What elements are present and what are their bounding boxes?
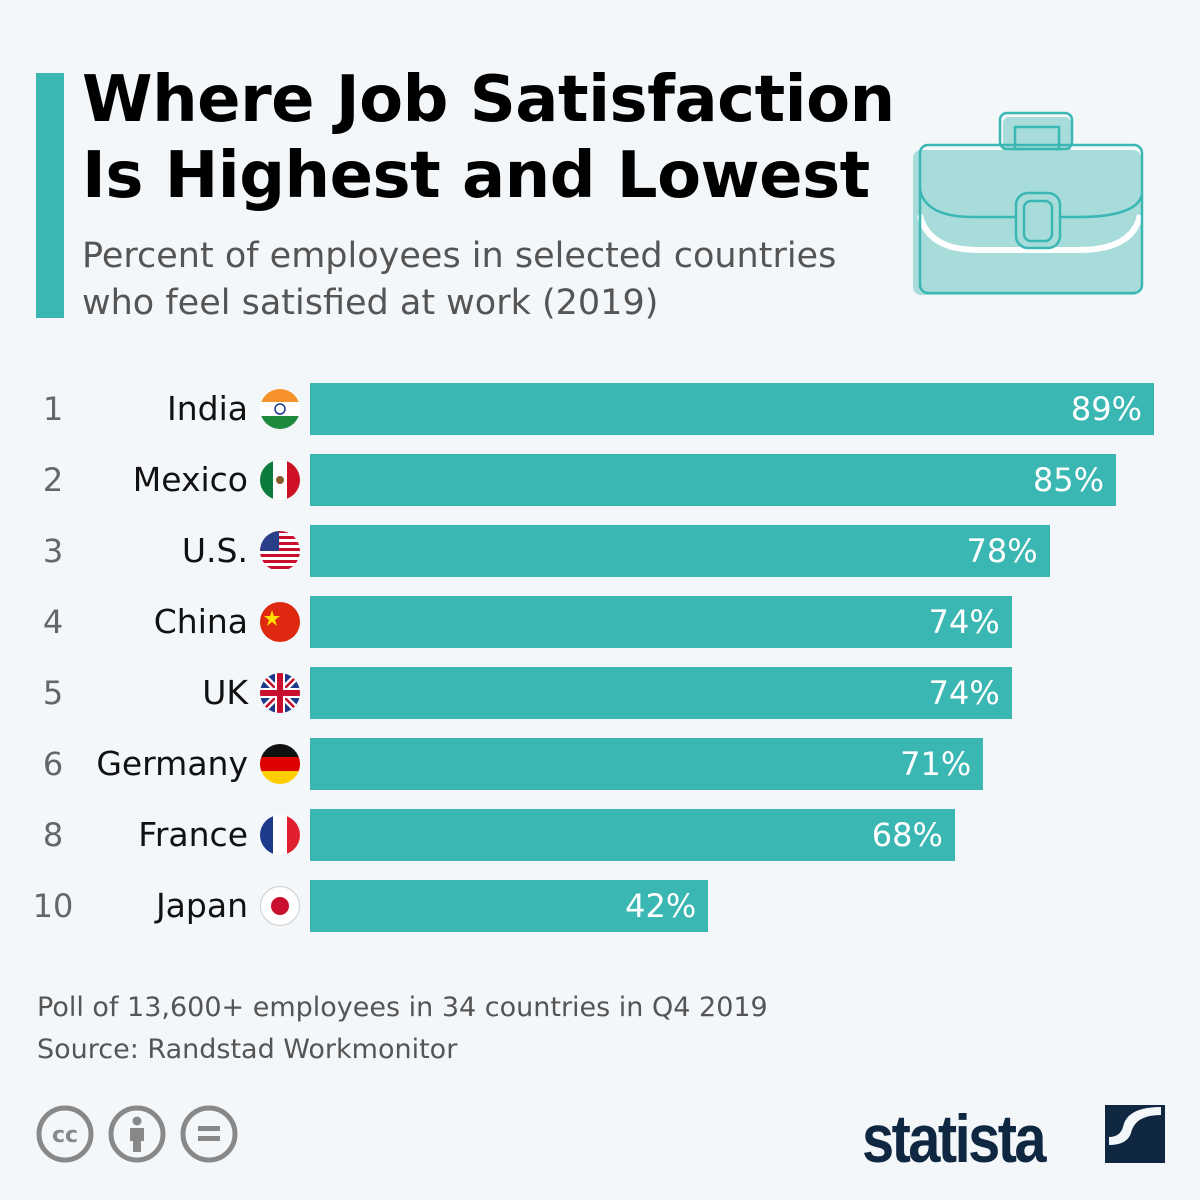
data-label: 68% xyxy=(871,816,943,854)
subtitle-line-1: Percent of employees in selected countri… xyxy=(82,236,837,276)
statista-logo[interactable]: statista xyxy=(862,1101,1047,1177)
flag-japan-icon xyxy=(260,886,300,926)
title-accent-bar xyxy=(36,73,64,318)
category-label: Mexico xyxy=(132,460,248,499)
source: Source: Randstad Workmonitor xyxy=(37,1034,458,1065)
bar-row-france: 8 France 68% xyxy=(0,809,1200,861)
data-label: 71% xyxy=(900,745,972,783)
subtitle: Percent of employees in selected countri… xyxy=(82,233,836,327)
flag-india-icon xyxy=(260,389,300,429)
flag-uk-icon xyxy=(260,673,300,713)
category-label: Japan xyxy=(155,886,248,925)
title-line-2: Is Highest and Lowest xyxy=(82,139,870,213)
bar xyxy=(310,880,709,932)
flag-us-icon xyxy=(260,531,300,571)
rank-label: 6 xyxy=(42,745,64,783)
attribution-icon[interactable] xyxy=(108,1105,166,1163)
category-label: France xyxy=(138,815,248,854)
bar-row-china: 4 China 74% xyxy=(0,596,1200,648)
svg-text:cc: cc xyxy=(52,1123,78,1148)
flag-france-icon xyxy=(260,815,300,855)
bar-row-india: 1 India 89% xyxy=(0,383,1200,435)
bar xyxy=(310,383,1154,435)
rank-label: 8 xyxy=(42,816,64,854)
data-label: 85% xyxy=(1032,461,1105,499)
statista-logo-mark xyxy=(1105,1105,1165,1163)
bar-row-japan: 10 Japan 42% xyxy=(0,880,1200,932)
rank-label: 1 xyxy=(42,390,64,428)
bar-row-us: 3 U.S. 78% xyxy=(0,525,1200,577)
rank-label: 10 xyxy=(32,887,74,925)
rank-label: 2 xyxy=(42,461,64,499)
data-label: 78% xyxy=(966,532,1038,570)
category-label: U.S. xyxy=(181,531,248,570)
data-label: 74% xyxy=(928,603,1000,641)
cc-icon[interactable]: cc xyxy=(36,1105,94,1163)
bar xyxy=(310,525,1050,577)
flag-china-icon xyxy=(260,602,300,642)
bar xyxy=(310,738,984,790)
bar xyxy=(310,809,955,861)
flag-germany-icon xyxy=(260,744,300,784)
category-label: China xyxy=(153,602,248,641)
rank-label: 5 xyxy=(42,674,64,712)
page-title: Where Job Satisfaction Is Highest and Low… xyxy=(82,62,895,214)
rank-label: 3 xyxy=(42,532,64,570)
category-label: UK xyxy=(202,673,248,712)
rank-label: 4 xyxy=(42,603,64,641)
bar xyxy=(310,454,1117,506)
data-label: 42% xyxy=(625,887,697,925)
bar xyxy=(310,667,1012,719)
flag-mexico-icon xyxy=(260,460,300,500)
category-label: India xyxy=(167,389,248,428)
subtitle-line-2: who feel satisfied at work (2019) xyxy=(82,283,659,323)
bar-row-uk: 5 UK 74% xyxy=(0,667,1200,719)
bar xyxy=(310,596,1012,648)
data-label: 89% xyxy=(1070,390,1142,428)
bar-row-germany: 6 Germany 71% xyxy=(0,738,1200,790)
no-derivatives-icon[interactable] xyxy=(180,1105,238,1163)
title-line-1: Where Job Satisfaction xyxy=(82,63,895,137)
data-label: 74% xyxy=(928,674,1000,712)
footnote: Poll of 13,600+ employees in 34 countrie… xyxy=(37,992,768,1023)
bar-row-mexico: 2 Mexico 85% xyxy=(0,454,1200,506)
category-label: Germany xyxy=(96,744,248,783)
briefcase-icon xyxy=(913,111,1144,295)
